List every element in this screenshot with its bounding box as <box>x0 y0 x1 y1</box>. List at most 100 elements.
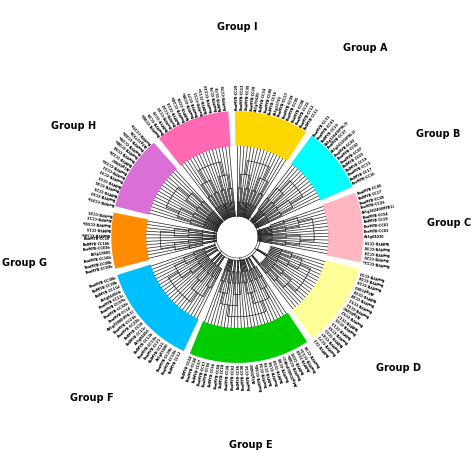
Text: BolMYB-CC12: BolMYB-CC12 <box>168 350 183 374</box>
Text: BnaMYB-CC20: BnaMYB-CC20 <box>249 84 256 111</box>
Text: BolMYB-CC78: BolMYB-CC78 <box>216 86 223 111</box>
Text: BnaMYB-CC05: BnaMYB-CC05 <box>286 96 301 121</box>
Text: BnaMYB-CC31: BnaMYB-CC31 <box>313 114 332 137</box>
Text: BolMYB-CC44: BolMYB-CC44 <box>181 355 193 380</box>
Text: BnaMYB-CC08b: BnaMYB-CC08b <box>115 138 139 159</box>
Text: BnaMYB-CC04: BnaMYB-CC04 <box>113 144 137 163</box>
Text: BnaMYB-CC03: BnaMYB-CC03 <box>334 137 356 157</box>
Text: BnaMYB-CC45: BnaMYB-CC45 <box>94 178 120 192</box>
Text: BolMYB-CC11: BolMYB-CC11 <box>303 107 320 130</box>
Text: Group C: Group C <box>427 218 472 228</box>
Text: At1g68900: At1g68900 <box>111 156 131 171</box>
Text: BolMYB-CC50: BolMYB-CC50 <box>273 357 285 383</box>
Text: BnaMYB-CC57: BnaMYB-CC57 <box>197 359 207 386</box>
Text: BraMYB-CC03b: BraMYB-CC03b <box>82 246 111 252</box>
Text: BnaMYB-CC09b: BnaMYB-CC09b <box>84 260 113 270</box>
Text: BnaMYB-CC49: BnaMYB-CC49 <box>359 195 386 206</box>
Text: BnaMYB-CC40: BnaMYB-CC40 <box>278 356 291 382</box>
Text: At3g12730: At3g12730 <box>273 95 283 116</box>
Text: BnaMYB-CC12b: BnaMYB-CC12b <box>162 348 179 375</box>
Text: BnaMYB-CC40b: BnaMYB-CC40b <box>287 352 302 380</box>
Text: BolMYB-CC30b: BolMYB-CC30b <box>92 280 119 294</box>
Polygon shape <box>117 264 199 351</box>
Text: BnaMYB-CC15: BnaMYB-CC15 <box>334 316 357 336</box>
Text: BolMYB-CC38: BolMYB-CC38 <box>352 287 377 301</box>
Text: At3g24120(PHL2): At3g24120(PHL2) <box>330 128 358 154</box>
Text: BnaMYB-CC16b: BnaMYB-CC16b <box>83 255 112 264</box>
Text: BnaMYB-CC29: BnaMYB-CC29 <box>235 84 239 110</box>
Text: BnaMYB-CC46: BnaMYB-CC46 <box>356 184 383 196</box>
Text: BolMYB-CC11e: BolMYB-CC11e <box>199 86 209 114</box>
Text: At3g04030: At3g04030 <box>364 235 385 238</box>
Text: BraMYB-CC01: BraMYB-CC01 <box>364 223 390 229</box>
Text: BolMYB-CC56: BolMYB-CC56 <box>208 362 217 387</box>
Text: BnaMYB-CC52: BnaMYB-CC52 <box>340 308 364 327</box>
Text: BnaMYB-CC21: BnaMYB-CC21 <box>143 337 163 361</box>
Text: BolMYB-CC34: BolMYB-CC34 <box>264 360 274 385</box>
Text: BraMYB-CC10: BraMYB-CC10 <box>352 172 377 186</box>
Text: BnaMYB-CC07b: BnaMYB-CC07b <box>100 298 128 315</box>
Text: BraMYB-CC26: BraMYB-CC26 <box>361 201 386 210</box>
Text: BnaMYB-CC39: BnaMYB-CC39 <box>147 110 165 134</box>
Polygon shape <box>322 192 363 262</box>
Text: BolMYB-CC36: BolMYB-CC36 <box>236 364 240 389</box>
Text: BnaMYB-CC11: BnaMYB-CC11 <box>347 161 373 177</box>
Text: BnaMYB-CC54: BnaMYB-CC54 <box>363 211 389 219</box>
Text: BnaMYB-CC13: BnaMYB-CC13 <box>240 83 245 110</box>
Text: BraMYB-CC39: BraMYB-CC39 <box>157 105 173 129</box>
Text: BolMYB-CC17: BolMYB-CC17 <box>350 166 374 182</box>
Text: At5g29000(PHL1): At5g29000(PHL1) <box>106 310 136 332</box>
Text: BnaMYB-CC19b: BnaMYB-CC19b <box>156 346 174 372</box>
Text: BnaMYB-CC31b: BnaMYB-CC31b <box>101 157 128 174</box>
Text: BnaMYB-CC47: BnaMYB-CC47 <box>321 330 342 352</box>
Text: BnaMYB-CC29b: BnaMYB-CC29b <box>118 133 143 155</box>
Text: BnaMYB-CC14: BnaMYB-CC14 <box>109 306 133 324</box>
Text: At1g79430: At1g79430 <box>254 91 261 112</box>
Text: At5g45380: At5g45380 <box>354 283 375 294</box>
Text: BnaMYB-CC22: BnaMYB-CC22 <box>295 100 311 126</box>
Text: BolMYB-CC05: BolMYB-CC05 <box>292 350 306 374</box>
Text: Group A: Group A <box>343 43 388 53</box>
Text: BnaMYB-CC11b: BnaMYB-CC11b <box>137 334 159 359</box>
Text: BraMYB-CC13: BraMYB-CC13 <box>86 214 111 221</box>
Text: BnaMYB-CC56: BnaMYB-CC56 <box>202 361 212 387</box>
Polygon shape <box>291 136 353 201</box>
Text: BnaMYB-CC12: BnaMYB-CC12 <box>299 103 316 128</box>
Polygon shape <box>159 111 231 166</box>
Text: Group D: Group D <box>375 363 420 373</box>
Text: BolMYB-CC17: BolMYB-CC17 <box>337 312 360 330</box>
Text: BnaMYB-CC78: BnaMYB-CC78 <box>210 85 219 112</box>
Text: BnaMYB-CC02: BnaMYB-CC02 <box>337 142 360 161</box>
Text: BraMYB-CC24: BraMYB-CC24 <box>162 102 178 127</box>
Text: BolMYB-CC20: BolMYB-CC20 <box>123 321 145 341</box>
Text: Group E: Group E <box>229 439 273 449</box>
Text: At4g13640(PHL3): At4g13640(PHL3) <box>324 120 350 146</box>
Text: BnaMYB-CC17: BnaMYB-CC17 <box>277 91 290 118</box>
Polygon shape <box>111 213 149 269</box>
Polygon shape <box>115 143 177 215</box>
Text: BnaMYB-CC24: BnaMYB-CC24 <box>363 249 390 255</box>
Text: BnaMYB-CC30b: BnaMYB-CC30b <box>89 276 118 289</box>
Text: BolMYB-CC13: BolMYB-CC13 <box>331 319 353 339</box>
Text: BolMYB-CC23: BolMYB-CC23 <box>320 122 340 144</box>
Text: BnaMYB-CC08c: BnaMYB-CC08c <box>182 91 195 118</box>
Text: BraMYB-CC11: BraMYB-CC11 <box>193 90 204 115</box>
Text: Group I: Group I <box>217 22 257 32</box>
Text: BolMYB-CC33: BolMYB-CC33 <box>97 173 122 187</box>
Text: BolMYB-CC28: BolMYB-CC28 <box>219 363 226 389</box>
Text: BnaMYB-CC21b: BnaMYB-CC21b <box>113 314 138 335</box>
Text: BnaMYB-CC18b: BnaMYB-CC18b <box>82 231 110 236</box>
Text: BnaMYB-CC12c: BnaMYB-CC12c <box>362 258 391 267</box>
Text: BnaMYB-CC48: BnaMYB-CC48 <box>350 292 375 307</box>
Text: BnaMYB-CC71: BnaMYB-CC71 <box>317 333 337 356</box>
Text: BraMYB-CC78: BraMYB-CC78 <box>221 85 228 110</box>
Text: BolMYB-CC39: BolMYB-CC39 <box>153 109 170 132</box>
Text: BraMYB-CC25b: BraMYB-CC25b <box>87 194 115 206</box>
Text: BolMYB-CC16: BolMYB-CC16 <box>268 90 279 115</box>
Text: BnaMYB-CC30: BnaMYB-CC30 <box>364 244 390 250</box>
Text: BnaMYB-CC86: BnaMYB-CC86 <box>264 87 273 114</box>
Text: BnaMYB-CC11c: BnaMYB-CC11c <box>98 293 125 310</box>
Text: BnaMYB-CC06b: BnaMYB-CC06b <box>141 112 162 137</box>
Text: At3g12730b: At3g12730b <box>130 129 149 148</box>
Text: Group G: Group G <box>2 258 47 268</box>
